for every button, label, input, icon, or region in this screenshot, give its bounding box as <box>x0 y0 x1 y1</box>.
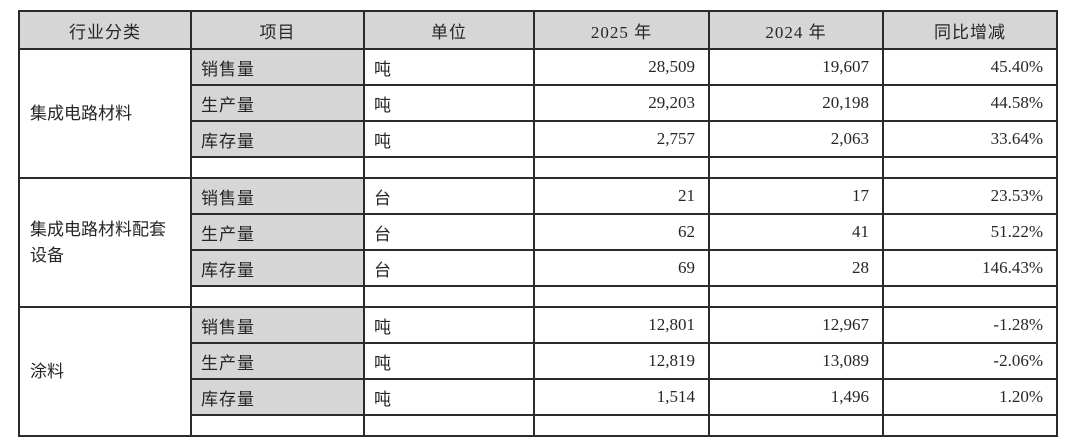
column-header-2024: 2024 年 <box>708 10 884 50</box>
table-row: 集成电路材料配套设备 销售量 台 21 17 23.53% <box>18 177 1058 308</box>
table-row: 涂料 销售量 吨 12,801 12,967 -1.28% <box>18 306 1058 437</box>
value-2025-cell: 12,819 <box>533 342 710 380</box>
spacer-row <box>19 156 1058 179</box>
table-row: 生产量 吨 12,819 13,089 -2.06% <box>19 342 1058 380</box>
item-cell: 销售量 <box>190 48 365 86</box>
value-2025-cell: 12,801 <box>533 306 710 344</box>
unit-cell: 吨 <box>363 48 535 86</box>
spacer-row <box>19 285 1058 308</box>
column-header-item: 项目 <box>190 10 365 50</box>
empty-cell <box>882 414 1058 437</box>
value-2025-cell: 21 <box>533 177 710 215</box>
value-2024-cell: 13,089 <box>708 342 884 380</box>
yoy-change-cell: 1.20% <box>882 378 1058 416</box>
unit-cell: 吨 <box>363 84 535 122</box>
yoy-change-cell: -2.06% <box>882 342 1058 380</box>
yoy-change-cell: 146.43% <box>882 249 1058 287</box>
empty-cell <box>533 414 710 437</box>
empty-cell <box>190 285 365 308</box>
report-page: 行业分类 项目 单位 2025 年 2024 年 同比增减 集成电路材料 销售量… <box>18 10 1058 437</box>
empty-cell <box>363 285 535 308</box>
table-row: 库存量 台 69 28 146.43% <box>19 249 1058 287</box>
column-header-2025: 2025 年 <box>533 10 710 50</box>
yoy-change-cell: 44.58% <box>882 84 1058 122</box>
value-2024-cell: 19,607 <box>708 48 884 86</box>
table-row: 集成电路材料 销售量 吨 28,509 19,607 45.40% <box>18 48 1058 179</box>
empty-cell <box>882 285 1058 308</box>
value-2024-cell: 20,198 <box>708 84 884 122</box>
value-2025-cell: 29,203 <box>533 84 710 122</box>
empty-cell <box>708 285 884 308</box>
spacer-row <box>19 414 1058 437</box>
yoy-change-cell: 23.53% <box>882 177 1058 215</box>
empty-cell <box>708 156 884 179</box>
unit-cell: 吨 <box>363 120 535 158</box>
empty-cell <box>190 414 365 437</box>
production-sales-table: 行业分类 项目 单位 2025 年 2024 年 同比增减 集成电路材料 销售量… <box>18 10 1058 437</box>
empty-cell <box>363 414 535 437</box>
table-row: 生产量 台 62 41 51.22% <box>19 213 1058 251</box>
yoy-change-cell: 51.22% <box>882 213 1058 251</box>
item-cell: 生产量 <box>190 84 365 122</box>
item-cell: 生产量 <box>190 342 365 380</box>
category-cell-ic-equipment: 集成电路材料配套设备 <box>18 177 192 308</box>
value-2025-cell: 1,514 <box>533 378 710 416</box>
column-header-yoy: 同比增减 <box>882 10 1058 50</box>
item-cell: 库存量 <box>190 249 365 287</box>
table-row: 库存量 吨 1,514 1,496 1.20% <box>19 378 1058 416</box>
value-2025-cell: 62 <box>533 213 710 251</box>
value-2024-cell: 28 <box>708 249 884 287</box>
item-cell: 库存量 <box>190 120 365 158</box>
column-header-unit: 单位 <box>363 10 535 50</box>
unit-cell: 吨 <box>363 378 535 416</box>
column-header-industry: 行业分类 <box>18 10 192 50</box>
empty-cell <box>533 156 710 179</box>
empty-cell <box>533 285 710 308</box>
unit-cell: 吨 <box>363 306 535 344</box>
unit-cell: 台 <box>363 213 535 251</box>
item-cell: 销售量 <box>190 306 365 344</box>
value-2024-cell: 41 <box>708 213 884 251</box>
empty-cell <box>363 156 535 179</box>
item-cell: 生产量 <box>190 213 365 251</box>
item-cell: 销售量 <box>190 177 365 215</box>
value-2024-cell: 2,063 <box>708 120 884 158</box>
table-header-row: 行业分类 项目 单位 2025 年 2024 年 同比增减 <box>18 10 1058 50</box>
unit-cell: 台 <box>363 249 535 287</box>
value-2025-cell: 69 <box>533 249 710 287</box>
value-2025-cell: 2,757 <box>533 120 710 158</box>
yoy-change-cell: 45.40% <box>882 48 1058 86</box>
item-cell: 库存量 <box>190 378 365 416</box>
value-2024-cell: 1,496 <box>708 378 884 416</box>
yoy-change-cell: 33.64% <box>882 120 1058 158</box>
empty-cell <box>190 156 365 179</box>
empty-cell <box>708 414 884 437</box>
unit-cell: 台 <box>363 177 535 215</box>
table-row: 生产量 吨 29,203 20,198 44.58% <box>19 84 1058 122</box>
unit-cell: 吨 <box>363 342 535 380</box>
category-cell-coatings: 涂料 <box>18 306 192 437</box>
table-row: 库存量 吨 2,757 2,063 33.64% <box>19 120 1058 158</box>
value-2024-cell: 12,967 <box>708 306 884 344</box>
empty-cell <box>882 156 1058 179</box>
value-2025-cell: 28,509 <box>533 48 710 86</box>
yoy-change-cell: -1.28% <box>882 306 1058 344</box>
category-cell-ic-materials: 集成电路材料 <box>18 48 192 179</box>
value-2024-cell: 17 <box>708 177 884 215</box>
